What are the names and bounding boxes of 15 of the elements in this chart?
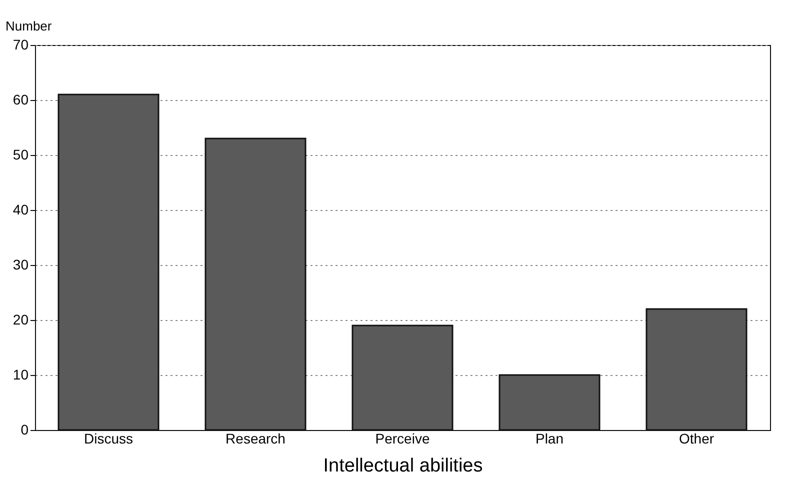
y-axis-title: Number: [6, 18, 52, 34]
x-tick-label: Research: [226, 430, 286, 446]
y-tick-label: 50: [12, 146, 29, 162]
y-tick-label: 0: [20, 422, 29, 438]
x-tick-label: Plan: [535, 430, 564, 446]
y-tick-label: 60: [12, 92, 29, 108]
y-tick-label: 20: [12, 312, 29, 328]
y-tick-label: 70: [12, 36, 29, 52]
x-tick-label: Perceive: [375, 430, 430, 446]
x-tick-label: Discuss: [84, 430, 134, 446]
y-tick-label: 30: [12, 256, 29, 272]
y-tick-label: 10: [12, 366, 29, 382]
x-tick-label: Other: [678, 430, 714, 446]
x-axis-title: Intellectual abilities: [323, 456, 483, 476]
y-tick-label: 40: [12, 202, 29, 218]
